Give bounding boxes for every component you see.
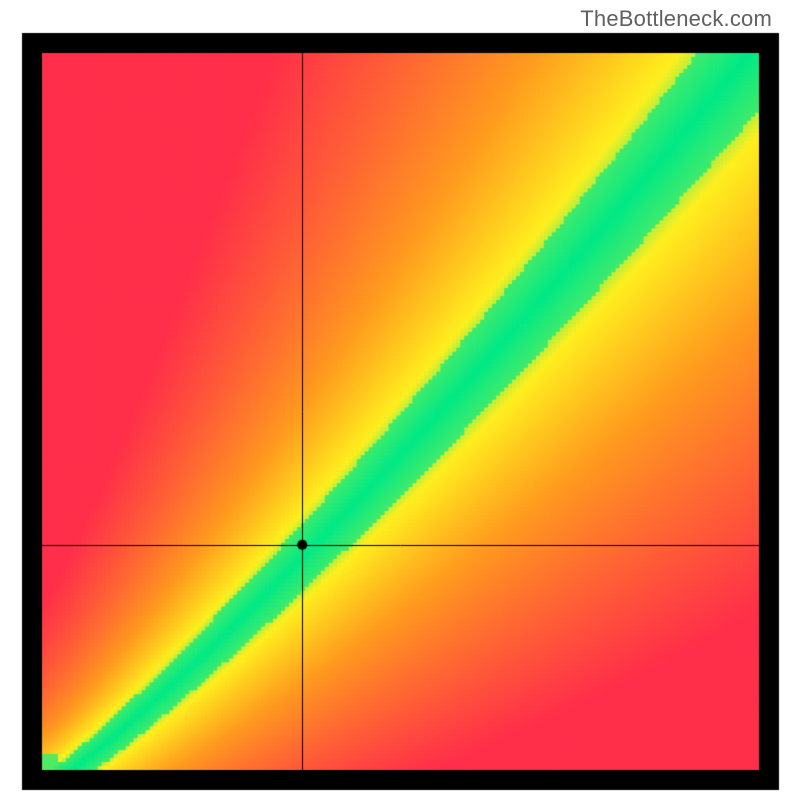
watermark-text: TheBottleneck.com — [580, 6, 772, 32]
chart-container: TheBottleneck.com — [0, 0, 800, 800]
heatmap-canvas — [0, 0, 800, 800]
